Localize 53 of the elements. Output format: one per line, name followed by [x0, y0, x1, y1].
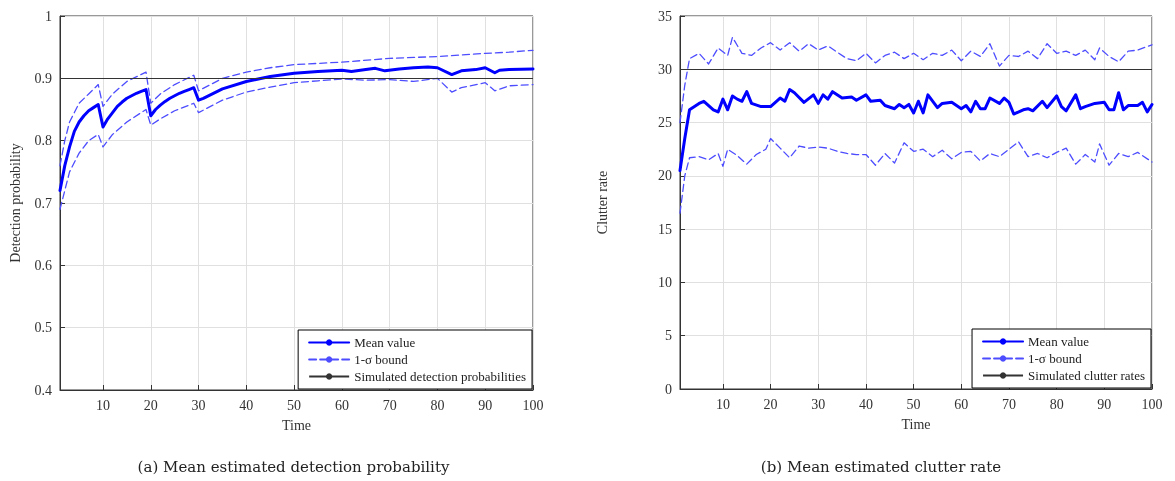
legend-label: Mean value [354, 335, 416, 350]
line-series [678, 88, 1154, 173]
x-tick-label: 60 [334, 397, 349, 413]
x-tick-label: 100 [1141, 396, 1163, 412]
x-tick-label: 80 [430, 397, 445, 413]
line-series [679, 36, 1153, 124]
y-tick-label: 1 [45, 8, 52, 24]
y-tick-label: 30 [658, 61, 672, 77]
x-axis-title: Time [901, 416, 931, 432]
x-tick-label: 60 [954, 396, 969, 412]
x-tick-label: 30 [811, 396, 826, 412]
x-axis-title: Time [281, 417, 312, 433]
y-tick-label: 25 [658, 115, 672, 131]
text: (b) Mean estimated clutter rate [760, 457, 1002, 476]
x-tick-label: 40 [858, 396, 873, 412]
line-series [58, 65, 535, 193]
y-tick-label: 20 [658, 168, 672, 184]
y-tick-label: 35 [658, 8, 672, 24]
y-axis-title: Clutter rate [594, 170, 610, 235]
x-tick-label: 70 [382, 397, 397, 413]
x-tick-label: 20 [143, 397, 158, 413]
x-tick-label: 40 [239, 397, 254, 413]
y-tick-label: 0.6 [34, 257, 52, 273]
legend-label: Simulated clutter rates [1028, 368, 1146, 383]
y-tick-label: 0.5 [34, 320, 52, 336]
legend-label: Mean value [1028, 334, 1090, 349]
y-tick-label: 10 [658, 274, 672, 290]
y-tick-label: 0.4 [34, 382, 52, 398]
x-tick-label: 50 [287, 397, 302, 413]
y-tick-label: 0.8 [34, 133, 52, 149]
x-tick-label: 80 [1049, 396, 1064, 412]
x-tick-label: 10 [715, 396, 730, 412]
line-series [59, 49, 534, 167]
x-tick-label: 100 [522, 397, 544, 413]
y-tick-label: 5 [665, 328, 672, 344]
x-tick-label: 30 [191, 397, 206, 413]
x-tick-label: 90 [478, 397, 493, 413]
x-tick-label: 70 [1001, 396, 1016, 412]
line-series [59, 77, 534, 210]
legend-label: 1-σ bound [354, 352, 409, 367]
line-series [679, 137, 1153, 214]
x-tick-label: 20 [763, 396, 778, 412]
y-tick-label: 0.9 [34, 70, 52, 86]
text: (a) Mean estimated detection probability [137, 457, 450, 476]
x-tick-label: 50 [906, 396, 921, 412]
y-tick-label: 15 [658, 221, 672, 237]
y-tick-label: 0.7 [34, 195, 52, 211]
legend-label: Simulated detection probabilities [354, 369, 527, 384]
x-tick-label: 10 [96, 397, 110, 413]
y-tick-label: 0 [665, 381, 672, 397]
x-tick-label: 90 [1097, 396, 1112, 412]
legend-label: 1-σ bound [1028, 351, 1083, 366]
y-axis-title: Detection probability [7, 143, 23, 263]
